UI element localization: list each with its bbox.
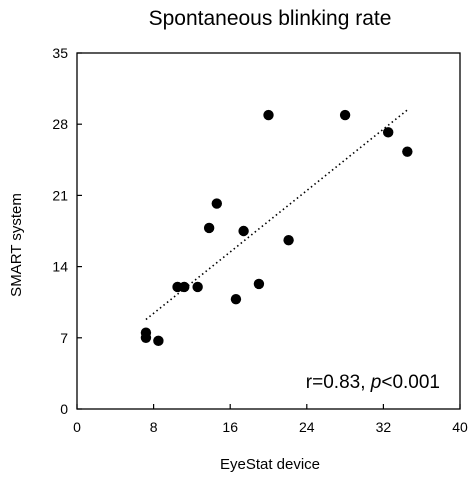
x-tick-label: 24 <box>299 419 315 435</box>
correlation-annotation: r=0.83, p<0.001 <box>306 372 440 393</box>
x-tick-label: 32 <box>376 419 392 435</box>
p-value-text: <0.001 <box>381 372 440 393</box>
data-point <box>253 278 265 290</box>
x-tick-label: 16 <box>222 419 238 435</box>
data-point <box>230 293 242 305</box>
data-point <box>179 281 190 293</box>
data-point <box>140 332 152 343</box>
data-point <box>192 281 203 293</box>
p-symbol-text: p <box>370 372 382 393</box>
data-point <box>211 198 222 209</box>
x-tick-label: 40 <box>452 419 468 435</box>
r-value-text: r=0.83, <box>306 372 371 393</box>
y-axis: 0 7 14 21 28 35 <box>52 45 82 417</box>
trend-line <box>145 109 408 321</box>
data-points <box>140 109 413 347</box>
plot-frame <box>76 52 461 410</box>
y-tick-label: 21 <box>52 187 68 203</box>
x-axis: 0 8 16 24 32 40 <box>73 404 468 435</box>
data-point <box>203 222 215 234</box>
data-point <box>402 146 413 157</box>
chart-title: Spontaneous blinking rate <box>149 7 392 30</box>
y-tick-label: 35 <box>52 45 68 61</box>
y-tick-label: 7 <box>60 330 68 346</box>
x-tick-label: 8 <box>150 419 158 435</box>
data-point <box>263 109 274 121</box>
x-axis-title: EyeStat device <box>220 456 320 473</box>
x-tick-label: 0 <box>73 419 81 435</box>
y-tick-label: 0 <box>60 401 68 417</box>
plot-border <box>76 52 461 410</box>
y-tick-label: 14 <box>52 259 68 275</box>
data-point <box>283 234 294 246</box>
data-point <box>339 109 351 121</box>
data-point <box>238 225 249 237</box>
y-tick-label: 28 <box>52 116 68 132</box>
data-point <box>382 127 394 138</box>
data-point <box>153 335 164 347</box>
y-axis-title: SMART system <box>8 193 25 297</box>
